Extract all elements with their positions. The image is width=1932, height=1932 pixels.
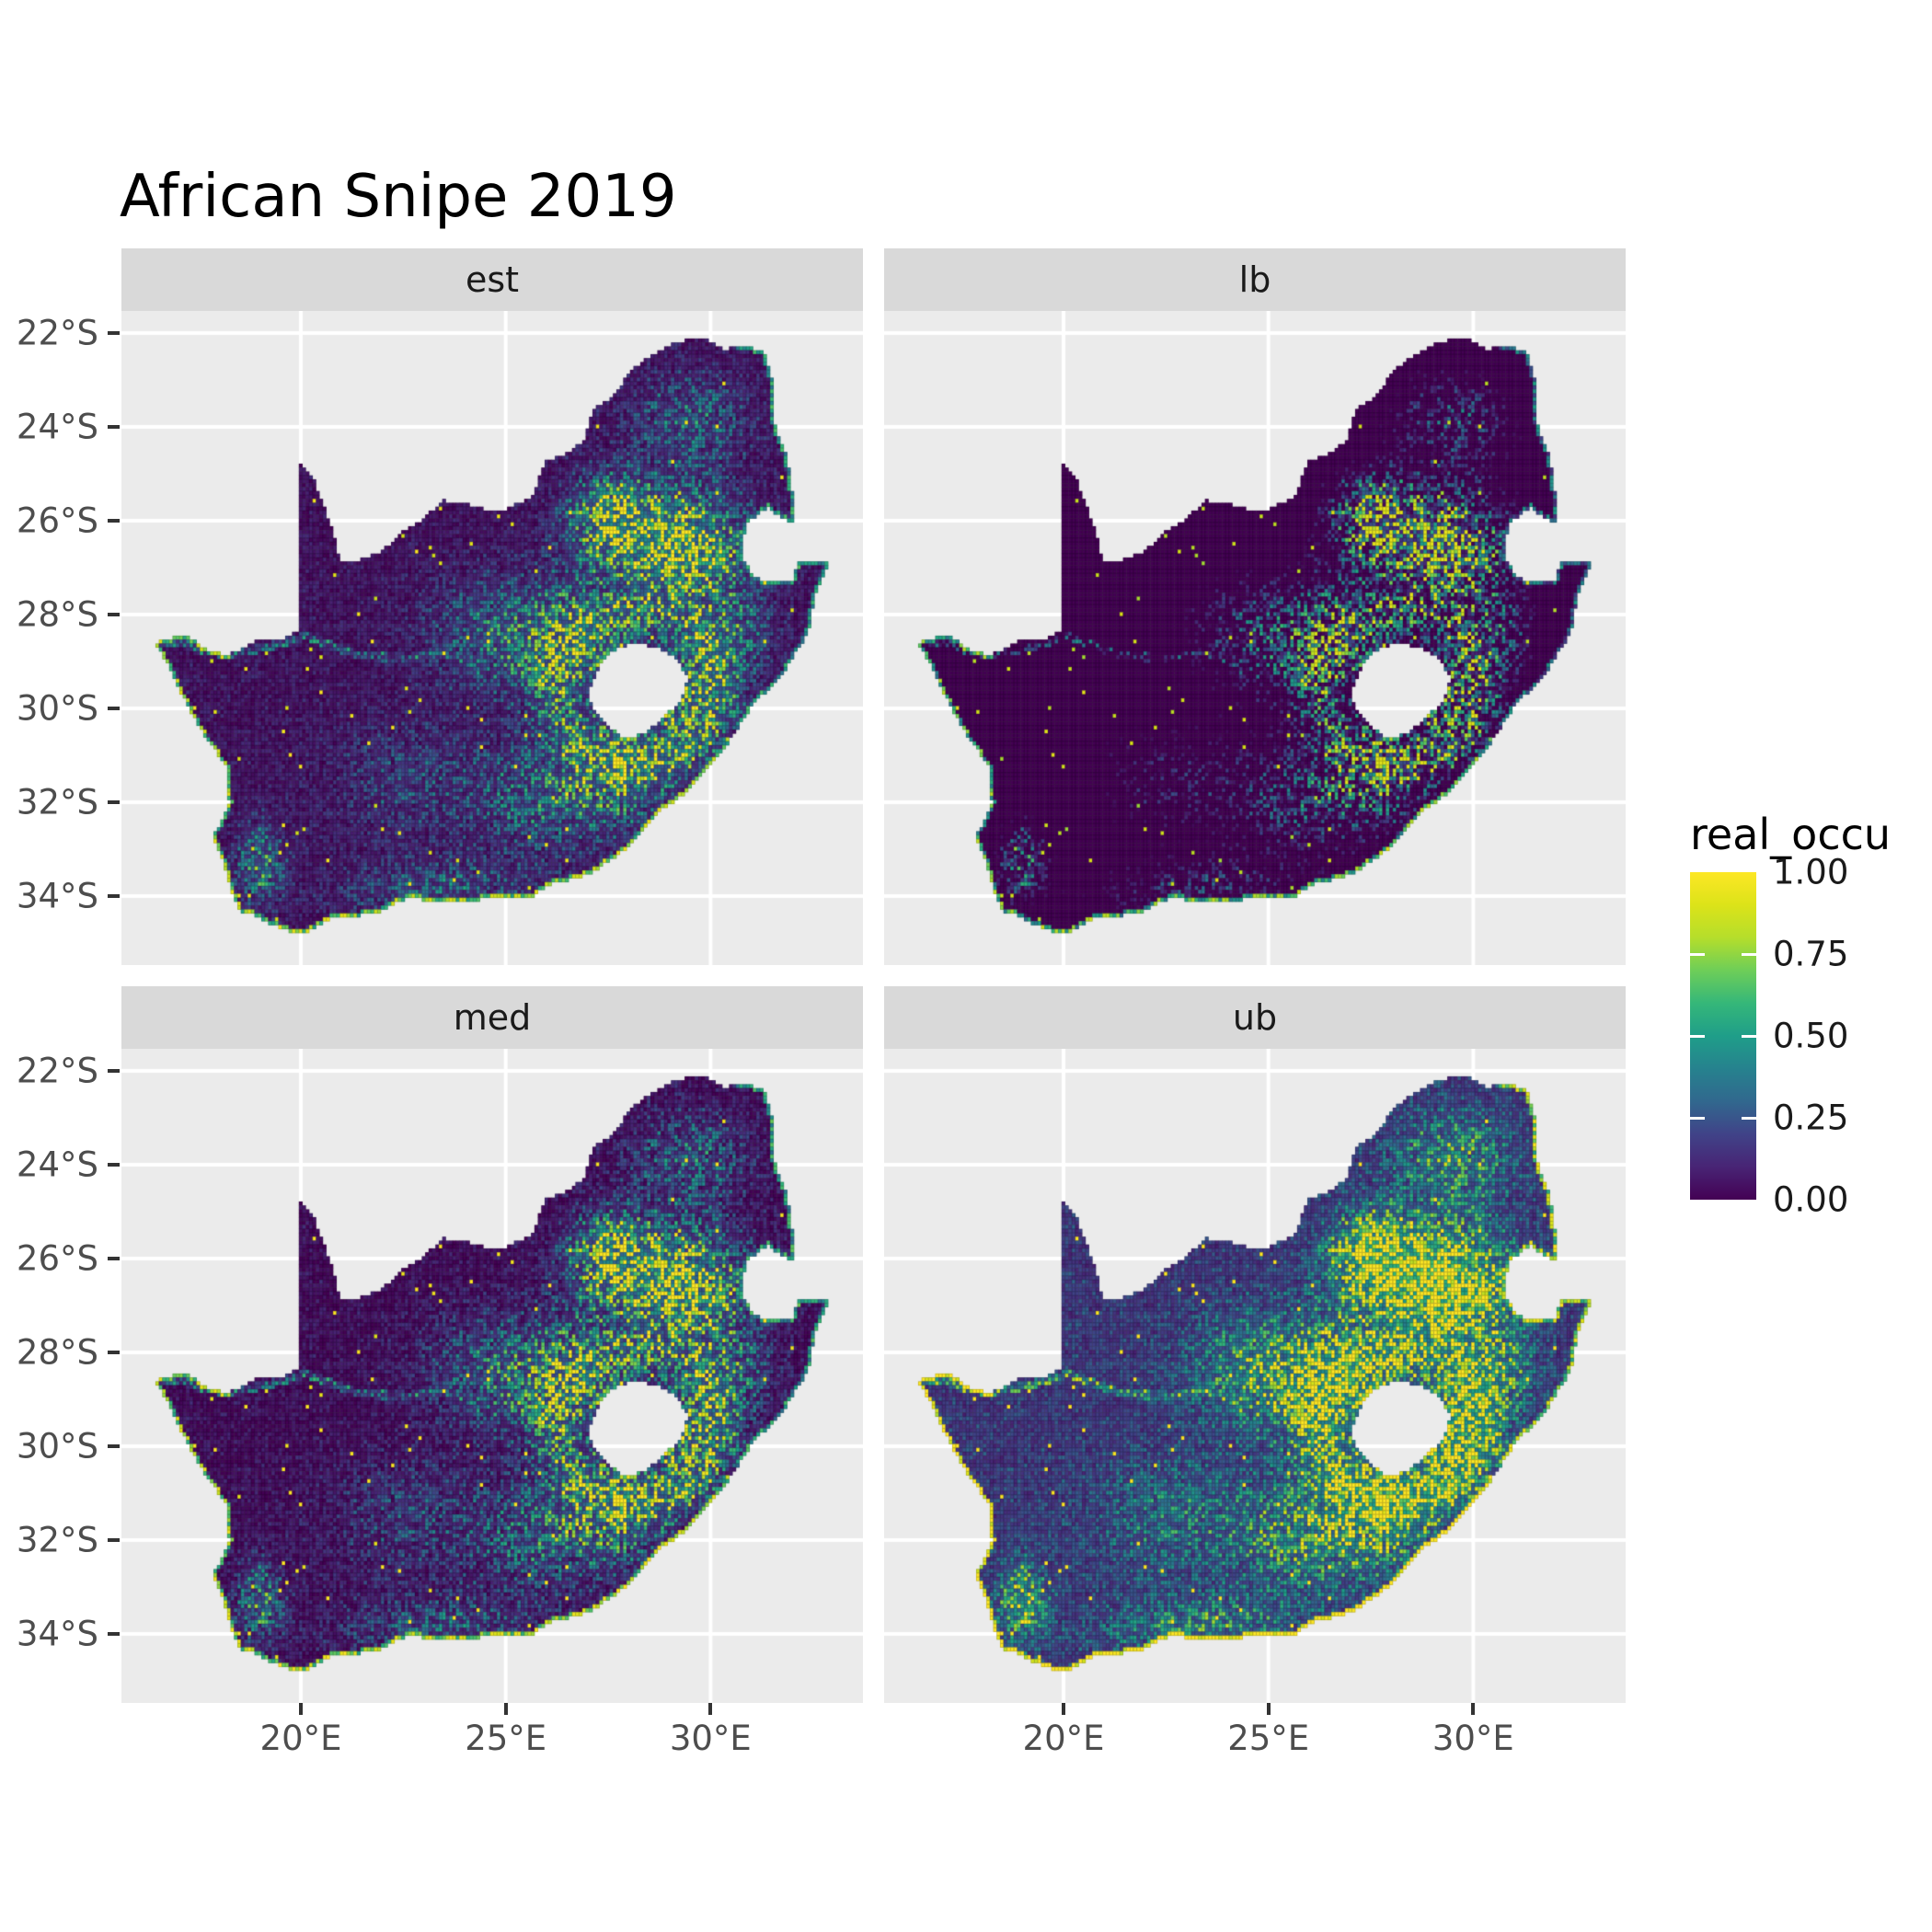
legend-tick-mark — [1690, 1116, 1705, 1120]
x-axis-tick-label: 30°E — [1432, 1719, 1514, 1758]
y-axis-tick-mark — [108, 893, 120, 898]
facet-panel-lb — [884, 311, 1626, 965]
facet-panel-ub — [884, 1049, 1626, 1703]
legend-tick-label: 0.25 — [1773, 1098, 1849, 1138]
x-axis-tick-mark — [1062, 1703, 1066, 1715]
facet-strip-est: est — [121, 248, 863, 311]
facet-strip-lb: lb — [884, 248, 1626, 311]
facet-strip-med: med — [121, 986, 863, 1049]
y-axis-tick-label: 28°S — [16, 1332, 98, 1373]
x-axis-tick-label: 20°E — [259, 1719, 342, 1758]
y-axis-tick-label: 34°S — [16, 1614, 98, 1654]
y-axis-tick-mark — [108, 1350, 120, 1354]
legend-tick-label: 0.75 — [1773, 934, 1849, 974]
y-axis-tick-mark — [108, 1068, 120, 1073]
y-axis-tick-mark — [108, 706, 120, 710]
y-axis-tick-mark — [108, 424, 120, 429]
y-axis-tick-mark — [108, 1256, 120, 1260]
x-axis-tick-mark — [1471, 1703, 1476, 1715]
x-axis-tick-mark — [1266, 1703, 1271, 1715]
x-axis-tick-label: 25°E — [465, 1719, 547, 1758]
facet-strip-ub: ub — [884, 986, 1626, 1049]
legend-tick-label: 0.50 — [1773, 1016, 1849, 1056]
y-axis-tick-label: 24°S — [16, 1144, 98, 1185]
legend-tick-label: 1.00 — [1773, 852, 1849, 892]
y-axis-tick-mark — [108, 1537, 120, 1542]
y-axis-tick-label: 26°S — [16, 500, 98, 541]
legend-tick-mark — [1742, 1034, 1756, 1038]
y-axis-tick-label: 32°S — [16, 782, 98, 822]
y-axis-tick-mark — [108, 799, 120, 804]
facet-strip-label-est: est — [465, 259, 520, 300]
y-axis-tick-mark — [108, 1443, 120, 1448]
legend-tick-label: 0.00 — [1773, 1179, 1849, 1220]
x-axis-tick-mark — [503, 1703, 508, 1715]
y-axis-tick-label: 34°S — [16, 876, 98, 916]
y-axis-tick-label: 32°S — [16, 1520, 98, 1560]
y-axis-tick-label: 30°S — [16, 1426, 98, 1466]
y-axis-tick-mark — [108, 330, 120, 335]
y-axis-tick-mark — [108, 1162, 120, 1167]
y-axis-tick-label: 24°S — [16, 407, 98, 447]
x-axis-tick-label: 25°E — [1227, 1719, 1310, 1758]
facet-panel-est — [121, 311, 863, 965]
y-axis-tick-mark — [108, 1631, 120, 1636]
legend-title: real_occu — [1690, 810, 1892, 859]
facet-panel-med — [121, 1049, 863, 1703]
y-axis-tick-label: 22°S — [16, 1051, 98, 1091]
facet-strip-label-lb: lb — [1238, 259, 1271, 300]
facet-strip-label-med: med — [453, 997, 532, 1038]
x-axis-tick-mark — [299, 1703, 304, 1715]
legend-tick-mark — [1690, 1034, 1705, 1038]
x-axis-tick-label: 30°E — [669, 1719, 752, 1758]
y-axis-tick-label: 30°S — [16, 688, 98, 729]
x-axis-tick-label: 20°E — [1022, 1719, 1105, 1758]
facet-strip-label-ub: ub — [1232, 997, 1278, 1038]
legend-tick-mark — [1690, 952, 1705, 956]
x-axis-tick-mark — [708, 1703, 713, 1715]
plot-title: African Snipe 2019 — [120, 163, 677, 231]
legend-tick-mark — [1742, 1116, 1756, 1120]
legend-tick-mark — [1742, 952, 1756, 956]
y-axis-tick-mark — [108, 518, 120, 523]
y-axis-tick-label: 22°S — [16, 313, 98, 353]
y-axis-tick-label: 26°S — [16, 1238, 98, 1279]
y-axis-tick-label: 28°S — [16, 594, 98, 635]
y-axis-tick-mark — [108, 612, 120, 616]
